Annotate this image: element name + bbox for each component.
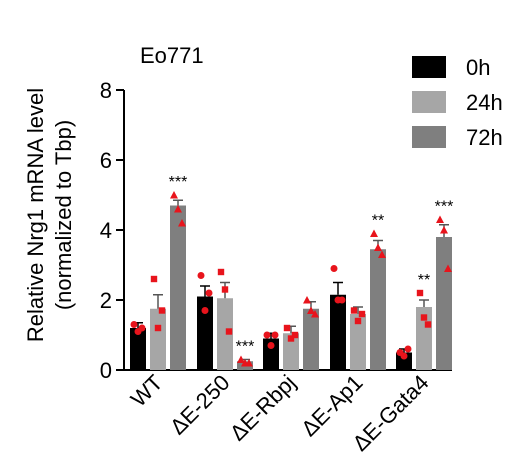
bar (396, 352, 412, 370)
data-point (170, 191, 178, 199)
bar (303, 308, 319, 370)
data-point (358, 310, 366, 318)
data-point (267, 342, 275, 349)
data-point (404, 345, 412, 353)
data-point (416, 289, 424, 297)
bar (130, 328, 146, 370)
y-tick-label: 0 (100, 358, 112, 383)
data-point (370, 229, 378, 237)
data-point (221, 286, 229, 293)
y-tick-label: 8 (100, 78, 112, 103)
bar (150, 308, 166, 370)
y-axis-title-line1: Relative Nrg1 mRNA level (23, 88, 48, 342)
legend-swatch (412, 126, 446, 148)
y-tick-label: 4 (100, 218, 112, 243)
significance-label: ** (418, 272, 430, 289)
legend-label: 24h (466, 90, 503, 115)
bar (217, 298, 233, 370)
data-point (307, 306, 315, 314)
x-tick-label: ΔE-250 (165, 370, 235, 440)
data-point (263, 331, 271, 339)
significance-label: *** (236, 339, 255, 356)
x-tick-label: WT (126, 370, 168, 412)
data-point (311, 310, 319, 318)
legend-label: 72h (466, 125, 503, 150)
bar (170, 205, 186, 370)
data-point (354, 317, 362, 325)
y-axis-title: Relative Nrg1 mRNA level (normalized to … (23, 88, 76, 342)
bar (330, 294, 346, 370)
data-point (150, 275, 158, 283)
significance-label: *** (169, 174, 188, 191)
data-point (440, 226, 448, 234)
data-point (444, 264, 452, 272)
legend-swatch (412, 56, 446, 78)
data-point (271, 331, 279, 339)
data-point (154, 324, 162, 332)
data-point (350, 307, 358, 314)
data-point (201, 307, 209, 314)
data-point (245, 359, 253, 367)
data-point (287, 335, 295, 342)
data-point (283, 324, 291, 332)
data-point (291, 331, 299, 339)
y-tick-label: 6 (100, 148, 112, 173)
data-point (303, 296, 311, 304)
bar (263, 338, 279, 370)
data-point (197, 272, 205, 279)
data-point (130, 321, 138, 328)
data-point (436, 215, 444, 223)
data-point (205, 289, 213, 297)
x-tick-label: ΔE-Rbpj (225, 370, 301, 446)
bar (370, 249, 386, 370)
data-point (174, 205, 182, 213)
data-point (374, 243, 382, 251)
data-point (158, 307, 166, 314)
data-point (178, 219, 186, 227)
y-tick-label: 2 (100, 288, 112, 313)
legend-swatch (412, 91, 446, 113)
data-point (237, 355, 245, 363)
legend-label: 0h (466, 55, 490, 80)
data-point (424, 321, 432, 328)
data-point (420, 314, 428, 321)
bar (436, 237, 452, 370)
data-point (338, 296, 346, 304)
data-point (330, 265, 338, 272)
bar (197, 296, 213, 370)
data-point (378, 250, 386, 258)
bars: ************* (130, 174, 453, 370)
data-point (217, 268, 225, 276)
data-point (225, 328, 233, 335)
y-axis-title-line2: (normalized to Tbp) (51, 120, 76, 310)
chart-title: Eo771 (140, 43, 204, 68)
significance-label: ** (372, 213, 384, 230)
data-point (400, 352, 408, 360)
significance-label: *** (435, 199, 454, 216)
legend: 0h 24h 72h (412, 55, 503, 150)
bar (283, 333, 299, 370)
bar (350, 314, 366, 370)
data-point (138, 324, 146, 332)
